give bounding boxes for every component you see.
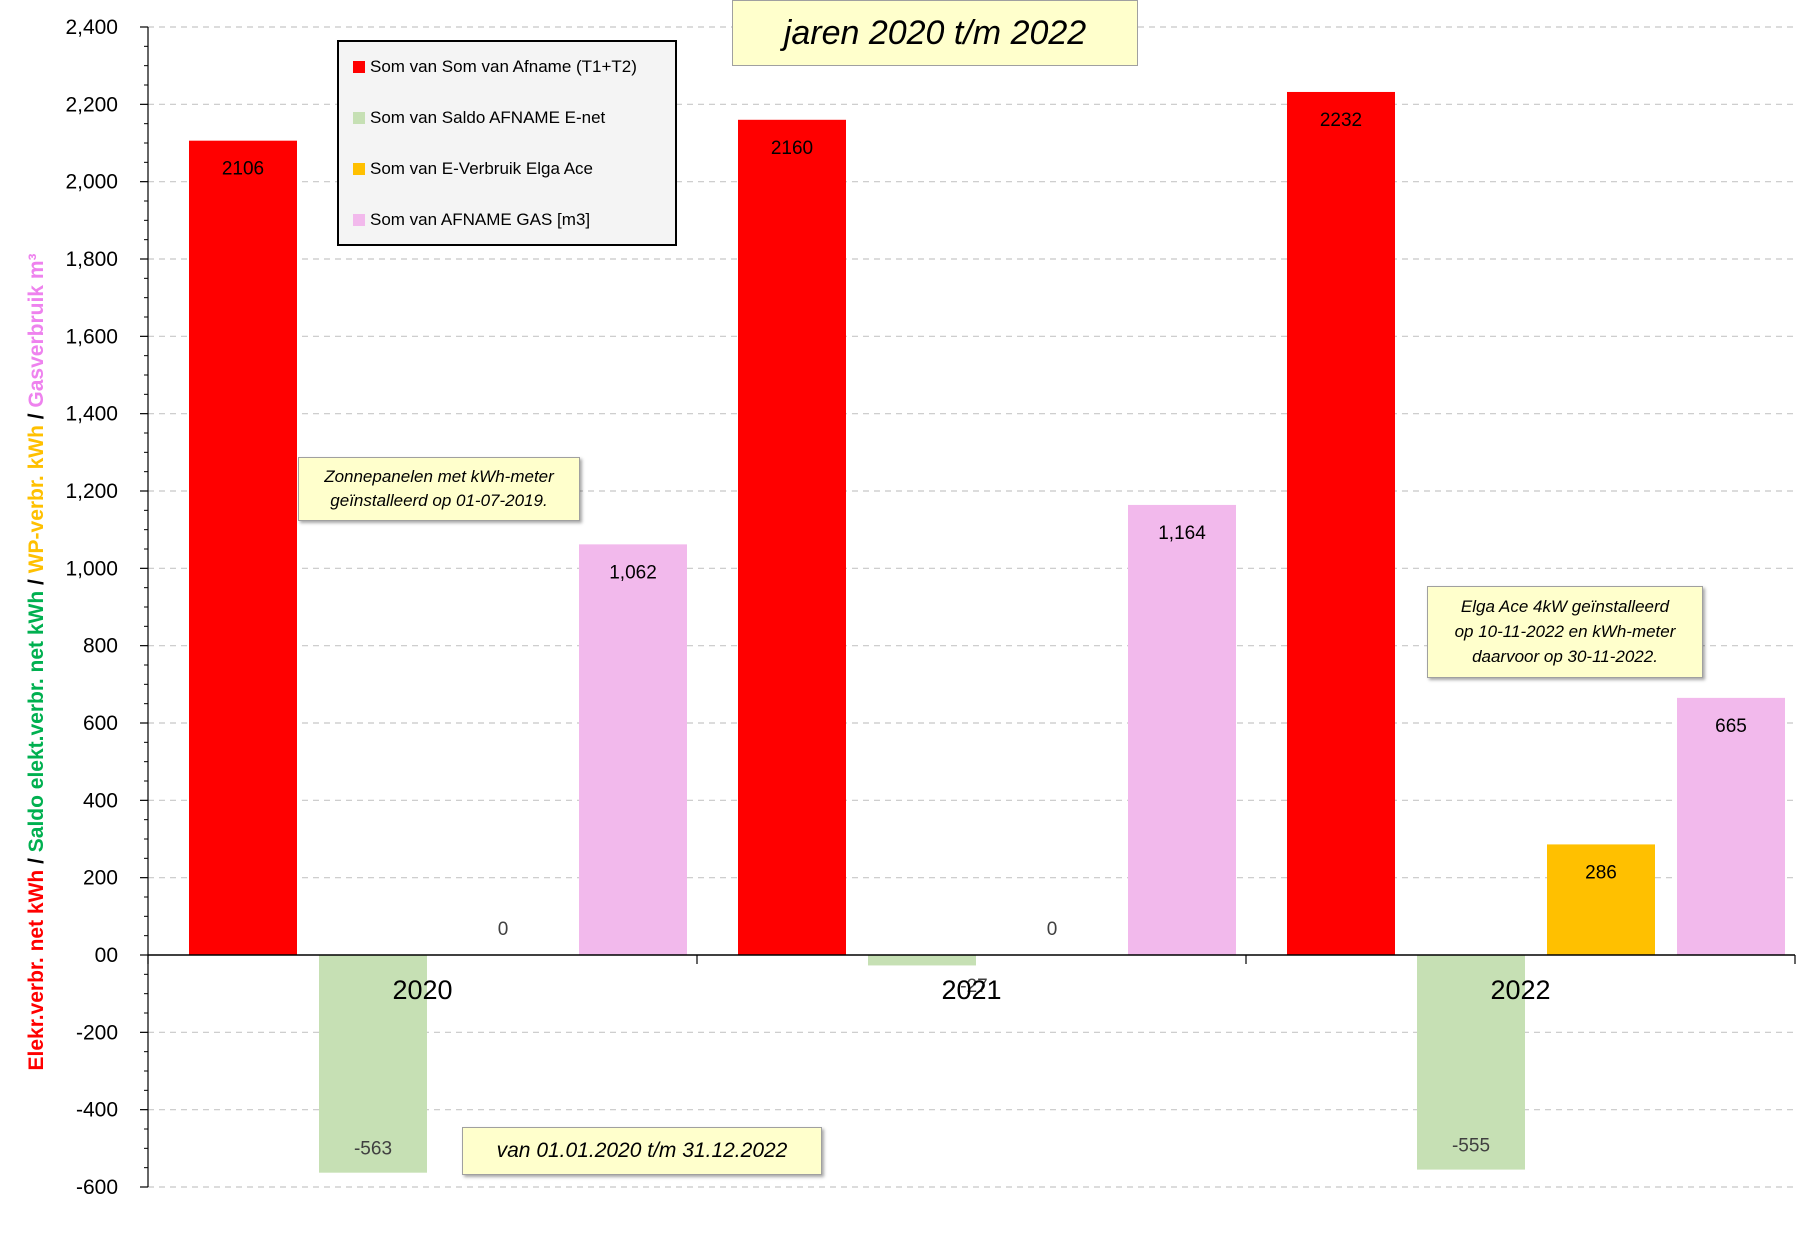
data-label: -563 xyxy=(354,1139,392,1160)
legend: Som van Som van Afname (T1+T2) Som van S… xyxy=(337,40,677,246)
solar-note: Zonnepanelen met kWh-meter geïnstalleerd… xyxy=(298,457,580,521)
y-axis-title-part: Saldo elekt.verbr. net kWh xyxy=(25,591,48,852)
data-label: 1,062 xyxy=(609,562,657,583)
y-tick-label: -600 xyxy=(76,1176,118,1199)
bar xyxy=(1287,91,1395,955)
y-tick-label: 1,800 xyxy=(65,248,118,271)
y-axis-title-part: Elekr.verbr. net kWh xyxy=(25,870,48,1071)
bar xyxy=(1547,844,1655,955)
data-label: -27 xyxy=(960,976,987,997)
solar-note-line-2: geïnstalleerd op 01-07-2019. xyxy=(330,491,548,510)
y-tick-label: 1,200 xyxy=(65,480,118,503)
y-axis-title-part: WP-verbr. kWh xyxy=(25,425,48,573)
heatpump-note: Elga Ace 4kW geïnstalleerd op 10-11-2022… xyxy=(1427,586,1703,678)
period-note-text: van 01.01.2020 t/m 31.12.2022 xyxy=(496,1139,788,1162)
legend-swatch-gas xyxy=(353,214,365,226)
legend-item-gas: Som van AFNAME GAS [m3] xyxy=(353,210,590,230)
y-tick-label: 400 xyxy=(83,789,118,812)
legend-label-afname: Som van Som van Afname (T1+T2) xyxy=(370,57,637,76)
y-axis-title-part: / xyxy=(25,852,48,870)
data-label: 665 xyxy=(1715,716,1747,737)
bar xyxy=(189,140,297,955)
y-axis-title-part: Gasverbruik m³ xyxy=(25,253,48,407)
legend-item-elga: Som van E-Verbruik Elga Ace xyxy=(353,159,593,179)
bar xyxy=(738,119,846,956)
legend-label-saldo: Som van Saldo AFNAME E-net xyxy=(370,108,606,127)
bars-layer xyxy=(189,91,1785,1173)
y-tick-label: 800 xyxy=(83,635,118,658)
bar xyxy=(579,544,687,955)
chart-title-box: jaren 2020 t/m 2022 xyxy=(732,0,1138,66)
bar xyxy=(1128,504,1236,955)
data-label: 2160 xyxy=(771,138,813,159)
bar xyxy=(319,955,427,1173)
heatpump-note-line-3: daarvoor op 30-11-2022. xyxy=(1472,647,1658,666)
y-axis-title-part: / xyxy=(25,408,48,426)
x-tick-label: 2021 xyxy=(941,975,1001,1005)
bar xyxy=(868,955,976,966)
data-label: 2106 xyxy=(222,159,264,180)
y-tick-label: 200 xyxy=(83,867,118,890)
heatpump-note-line-2: op 10-11-2022 en kWh-meter xyxy=(1454,622,1676,641)
bar xyxy=(1417,955,1525,1170)
legend-item-afname: Som van Som van Afname (T1+T2) xyxy=(353,57,637,77)
legend-label-gas: Som van AFNAME GAS [m3] xyxy=(370,210,591,229)
x-tick-label: 2020 xyxy=(392,975,452,1005)
y-tick-label: 1,600 xyxy=(65,325,118,348)
chart-title: jaren 2020 t/m 2022 xyxy=(783,14,1087,52)
data-label: 0 xyxy=(1047,919,1058,940)
legend-item-saldo: Som van Saldo AFNAME E-net xyxy=(353,108,605,128)
period-note: van 01.01.2020 t/m 31.12.2022 xyxy=(462,1127,822,1175)
y-tick-label: 1,000 xyxy=(65,557,118,580)
y-tick-label: 2,400 xyxy=(65,16,118,39)
solar-note-line-1: Zonnepanelen met kWh-meter xyxy=(324,467,554,486)
y-axis-title: Elekr.verbr. net kWh / Saldo elekt.verbr… xyxy=(25,253,48,1070)
legend-swatch-afname xyxy=(353,61,365,73)
x-tick-label: 2022 xyxy=(1490,975,1550,1005)
y-tick-label: -200 xyxy=(76,1021,118,1044)
y-axis-title-part: / xyxy=(25,573,48,591)
labels-layer: -600-400-200002004006008001,0001,2001,40… xyxy=(65,16,1746,1199)
data-label: 0 xyxy=(498,919,509,940)
y-tick-label: 1,400 xyxy=(65,403,118,426)
data-label: 286 xyxy=(1585,862,1617,883)
legend-label-elga: Som van E-Verbruik Elga Ace xyxy=(370,159,594,178)
axis-layer xyxy=(140,26,1796,1188)
y-tick-label: 00 xyxy=(95,944,118,967)
data-label: -555 xyxy=(1452,1136,1490,1157)
bar xyxy=(1677,697,1785,955)
legend-swatch-elga xyxy=(353,163,365,175)
y-tick-label: 2,200 xyxy=(65,93,118,116)
legend-swatch-saldo xyxy=(353,112,365,124)
y-tick-label: -400 xyxy=(76,1099,118,1122)
data-label: 1,164 xyxy=(1158,523,1206,544)
y-tick-label: 2,000 xyxy=(65,171,118,194)
y-tick-label: 600 xyxy=(83,712,118,735)
heatpump-note-line-1: Elga Ace 4kW geïnstalleerd xyxy=(1460,597,1670,616)
data-label: 2232 xyxy=(1320,110,1362,131)
